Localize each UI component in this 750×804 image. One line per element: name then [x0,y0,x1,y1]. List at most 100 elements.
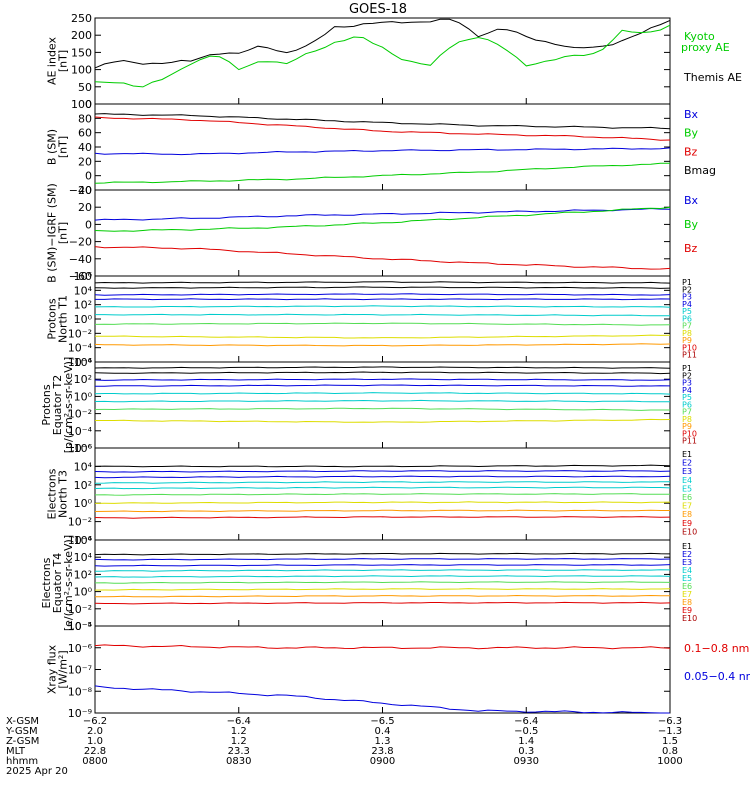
legend-electrons-t3-E5: E5 [682,484,692,493]
xaxis-row-label: 2025 Apr 20 [6,766,68,777]
panel-frame-bsm [94,103,671,191]
series-line-protons-t1-P6 [95,313,671,317]
legend-protons-t1-P4: P4 [682,300,692,309]
legend-bigrf-By: By [684,218,699,231]
ytick-label-bigrf: −40 [69,253,92,266]
legend-protons-t2-P3: P3 [682,379,692,388]
series-line-protons-t2-P2 [94,371,671,375]
legend-electrons-t3-E9: E9 [682,519,692,528]
ytick-label-bsm: −20 [69,184,92,197]
legend-electrons-t4-E6: E6 [682,582,692,591]
series-line-electrons-t3-E6 [94,493,671,496]
legend-kyoto-2: proxy AE [681,41,730,54]
series-line-electrons-t4-E2 [94,558,671,561]
xaxis-row-label: hhmm [6,756,38,767]
series-line-electrons-t3-E9 [94,516,671,519]
legend-protons-t2-P7: P7 [682,408,692,417]
xaxis-value: 1.2 [231,726,247,737]
series-line-electrons-t4-E7 [94,588,671,591]
series-line-protons-t2-P5 [94,392,671,395]
xaxis-value: 1.3 [375,736,391,747]
legend-protons-t2-P6: P6 [682,400,692,409]
legend-electrons-t3-E8: E8 [682,510,692,519]
series-line-ae-ThemisAE [94,18,671,69]
series-line-electrons-t3-E5 [94,486,671,490]
legend-protons-t1-P6: P6 [682,314,692,323]
ylabel-protons-t2: [p/(cm²-s-sr-keV)] [62,357,75,454]
xaxis-value: 0.3 [518,746,534,757]
ytick-label-electrons-t3: 10⁶ [74,442,93,455]
xaxis-value: 2.0 [87,726,103,737]
legend-protons-t1-P7: P7 [682,322,692,331]
xaxis-row-label: X-GSM [6,716,39,727]
series-line-bsm-Bx [94,147,671,156]
legend-protons-t1-P1: P1 [682,278,692,287]
ylabel-protons-t2: Equator T2 [51,375,64,435]
ytick-label-protons-t1: 10⁶ [74,270,93,283]
ylabel-electrons-t3: Electrons [46,468,59,519]
ytick-label-electrons-t4: 10² [74,568,92,581]
ylabel-xray: [W/m²] [57,650,70,688]
ytick-label-protons-t2: 10² [74,373,92,386]
xaxis-value: 0900 [370,756,395,767]
legend-electrons-t3-E2: E2 [682,459,692,468]
xaxis-row-label: MLT [6,746,26,757]
ytick-label-protons-t2: 10⁰ [74,390,93,403]
ytick-label-protons-t1: 10⁴ [74,284,93,297]
legend-electrons-t4-E5: E5 [682,574,692,583]
xaxis-value: 1.2 [231,736,247,747]
legend-electrons-t4-E3: E3 [682,558,692,567]
ytick-label-bigrf: 0 [85,218,92,231]
legend-electrons-t3-E7: E7 [682,502,692,511]
ytick-label-electrons-t3: 10⁰ [74,497,93,510]
xaxis-value: −6.2 [83,716,107,727]
ylabel-bsm: [nT] [57,136,70,158]
legend-protons-t1-P3: P3 [682,293,692,302]
legend-protons-t2-P8: P8 [682,415,692,424]
xaxis-value: −6.4 [227,716,251,727]
ylabel-electrons-t3: North T3 [57,470,70,518]
series-line-protons-t2-P3 [94,378,671,381]
legend-protons-t1-P5: P5 [682,307,692,316]
legend-protons-t2-P2: P2 [682,371,692,380]
legend-electrons-t4-E1: E1 [682,542,692,551]
ylabel-xray: Xray flux [46,644,59,694]
series-line-electrons-t3-E2 [94,470,671,473]
series-line-protons-t1-P5 [94,305,671,308]
series-line-protons-t2-P1 [94,366,671,369]
legend-electrons-t4-E10: E10 [682,614,697,623]
ytick-label-electrons-t4: 10⁴ [74,551,93,564]
ytick-label-protons-t1: 10⁰ [74,313,93,326]
legend-protons-t1-P11: P11 [682,351,697,360]
ylabel-protons-t1: Protons [46,298,59,339]
series-line-electrons-t4-E8 [94,594,670,598]
series-line-bigrf-Bx [94,207,671,221]
ytick-label-protons-t1: 10⁻⁶ [68,356,93,369]
series-line-protons-t2-P7 [94,407,670,411]
ylabel-ae: [nT] [57,50,70,72]
ytick-label-xray: 10⁻⁷ [68,664,92,677]
ytick-label-protons-t2: 10⁻⁴ [68,425,93,438]
legend-electrons-t3-E3: E3 [682,467,692,476]
ytick-label-electrons-t4: 10⁰ [74,586,93,599]
ytick-label-bigrf: −20 [69,236,92,249]
panel-frame-bigrf [94,189,671,277]
legend-bigrf-Bz: Bz [684,242,698,255]
ylabel-protons-t1: North T1 [57,295,70,343]
ytick-label-bsm: 60 [78,127,92,140]
xaxis-value: 1.5 [662,736,678,747]
ytick-label-ae: 250 [71,12,92,25]
legend-bsm-Bx: Bx [684,108,699,121]
panel-frame-protons-t2 [94,361,671,449]
ytick-label-electrons-t3: 10⁻² [68,516,92,529]
ylabel-bigrf: B (SM)−IGRF (SM) [46,183,59,283]
xaxis-value: 0930 [514,756,539,767]
series-line-electrons-t4-E5 [94,575,671,578]
legend-protons-t2-P5: P5 [682,393,692,402]
xaxis-value: −6.3 [658,716,682,727]
legend-protons-t1-P10: P10 [682,343,697,352]
ytick-label-ae: 100 [71,64,92,77]
legend-protons-t2-P11: P11 [682,437,697,446]
